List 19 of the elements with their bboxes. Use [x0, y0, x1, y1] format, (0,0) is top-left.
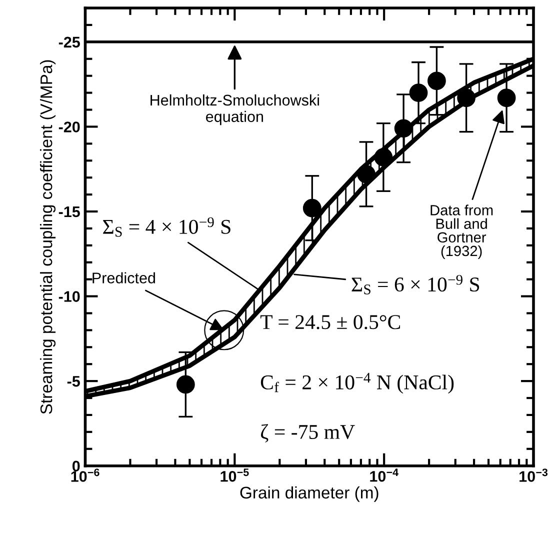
legend-label: Σ$_{S}$ = 6 × 10$^{−9}$ S [352, 274, 480, 294]
y-tick-label: -5 [67, 376, 80, 387]
y-tick-label: -25 [58, 36, 80, 48]
text: Σ$_{S}$ = 4 × 10$^{−9}$ S [103, 217, 230, 237]
y-tick-label: -10 [58, 291, 80, 302]
y-tick-label: -20 [58, 122, 80, 132]
y-tick-label: 0 [72, 460, 80, 472]
ref-line-label: Helmholtz-Smoluchowski equation [150, 94, 319, 126]
annotation: ζ = -75 mV [260, 424, 355, 442]
annotation: C$_{f}$ = 2 × 10$^{−4}$ N (NaCl) [260, 372, 454, 394]
y-tick-label: -15 [58, 206, 80, 218]
y-axis-title: Streaming potential coupling coefficient (V/MPa) [40, 60, 56, 414]
x-axis-title: Grain diameter (m) [240, 486, 378, 502]
x-tick-label: 10$^{−3}$ [520, 468, 548, 482]
annotation: Predicted [92, 272, 155, 284]
annotation: T = 24.5 ± 0.5°C [260, 315, 400, 330]
x-tick-label: 10$^{−5}$ [220, 468, 249, 482]
x-tick-label: 10$^{−4}$ [370, 468, 398, 482]
legend-label: Data from Bull and Gortner (1932) [430, 204, 493, 260]
